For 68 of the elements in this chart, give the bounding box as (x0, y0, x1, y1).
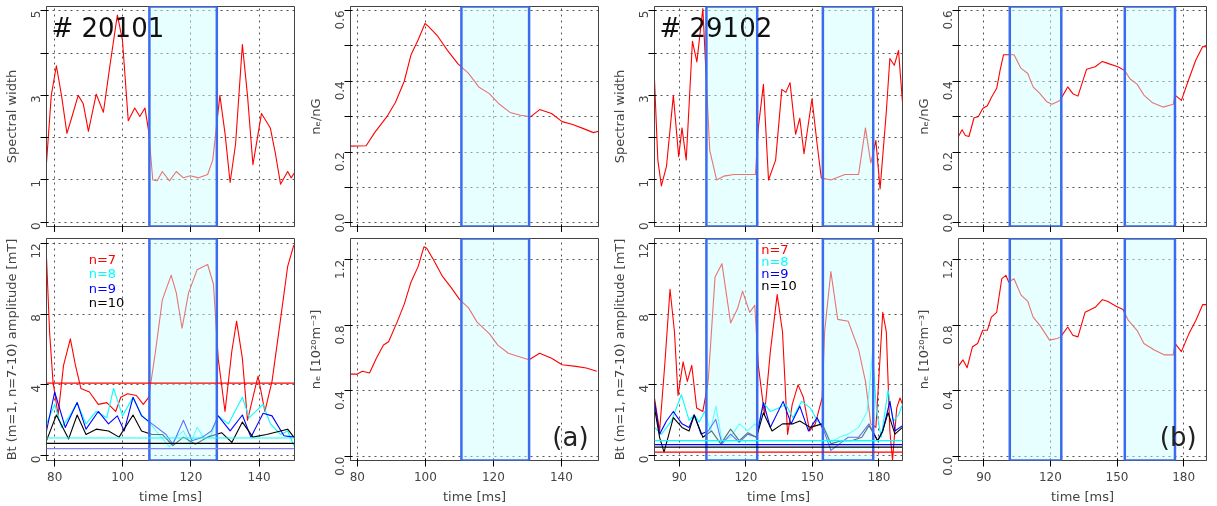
y-tick-label: 1 (637, 179, 651, 188)
y-tick-label: 0 (29, 455, 43, 464)
y-axis-title: Spectral width (3, 69, 19, 164)
x-axis-title: time [ms] (746, 488, 811, 504)
y-tick-label: 0.8 (333, 325, 347, 345)
y-tick-label: 0.0 (333, 456, 347, 476)
y-tick-label: 8 (637, 314, 651, 322)
x-tick-label: 140 (549, 469, 573, 484)
y-axis-title: Spectral width (611, 69, 627, 164)
y-tick-label: 1.2 (941, 259, 955, 279)
y-axis-title: nₑ [10²⁰m⁻³] (307, 309, 323, 390)
x-tick-label: 180 (867, 469, 891, 484)
line-series (46, 14, 295, 185)
y-tick-label: 4 (29, 384, 43, 393)
y-tick-label: 0.0 (941, 213, 955, 233)
text: n=7 (88, 251, 117, 267)
y-tick-label: 0 (637, 455, 651, 464)
y-tick-label: 3 (637, 95, 651, 103)
x-tick-label: 100 (413, 469, 437, 484)
y-tick-label: 1 (29, 179, 43, 188)
x-tick-label: 180 (1172, 469, 1196, 484)
y-tick-label: 5 (29, 10, 43, 19)
y-tick-label: 12 (637, 243, 651, 259)
y-tick-label: 4 (637, 384, 651, 393)
y-tick-label: 0.0 (941, 456, 955, 476)
text: n=9 (88, 280, 117, 296)
y-tick-label: 0.4 (941, 390, 955, 411)
x-axis-title: time [ms] (138, 488, 203, 504)
x-tick-label: 150 (800, 469, 824, 484)
line-series (654, 8, 903, 190)
y-tick-label: 0.8 (941, 325, 955, 345)
x-tick-label: 150 (1105, 469, 1129, 484)
x-tick-label: 120 (481, 469, 505, 484)
x-axis-title: time [ms] (1050, 488, 1115, 504)
y-axis-title: nₑ/nG (915, 98, 931, 135)
y-tick-label: 0.0 (333, 213, 347, 233)
text: n=10 (88, 295, 125, 311)
y-axis-title: nₑ/nG (307, 98, 323, 135)
y-tick-label: 0 (637, 222, 651, 230)
x-tick-label: 80 (47, 469, 63, 484)
x-tick-label: 140 (247, 469, 271, 484)
y-tick-label: 8 (29, 314, 43, 322)
y-tick-label: 0.4 (941, 81, 955, 101)
x-tick-label: 90 (976, 469, 992, 484)
y-tick-label: 5 (637, 10, 651, 19)
y-tick-label: 0.6 (333, 10, 347, 30)
y-axis-title: nₑ [10²⁰m⁻³] (915, 309, 931, 390)
y-tick-label: 1.2 (333, 259, 347, 279)
text: n=8 (88, 266, 117, 282)
y-tick-label: 0.2 (333, 152, 347, 172)
y-axis-title: Bt (m=1, n=7-10) amplitude [mT] (3, 238, 19, 461)
x-axis-title: time [ms] (442, 488, 507, 504)
x-tick-label: 120 (179, 469, 203, 484)
x-tick-label: 120 (1038, 469, 1062, 484)
y-axis-title: Bt (m=1, n=7-10) amplitude [mT] (611, 238, 627, 461)
y-tick-label: 0.6 (941, 10, 955, 30)
y-tick-label: 12 (29, 243, 43, 259)
x-tick-label: 80 (349, 469, 365, 484)
y-tick-label: 0.2 (941, 152, 955, 172)
text: n=7 (761, 241, 789, 257)
y-tick-label: 0.4 (333, 390, 347, 411)
annotation: (a) (552, 421, 589, 452)
y-tick-label: 0.4 (333, 81, 347, 101)
y-tick-label: 3 (29, 95, 43, 103)
x-tick-label: 120 (734, 469, 758, 484)
y-tick-label: 0 (29, 222, 43, 230)
x-tick-label: 100 (111, 469, 135, 484)
x-tick-label: 90 (671, 469, 687, 484)
